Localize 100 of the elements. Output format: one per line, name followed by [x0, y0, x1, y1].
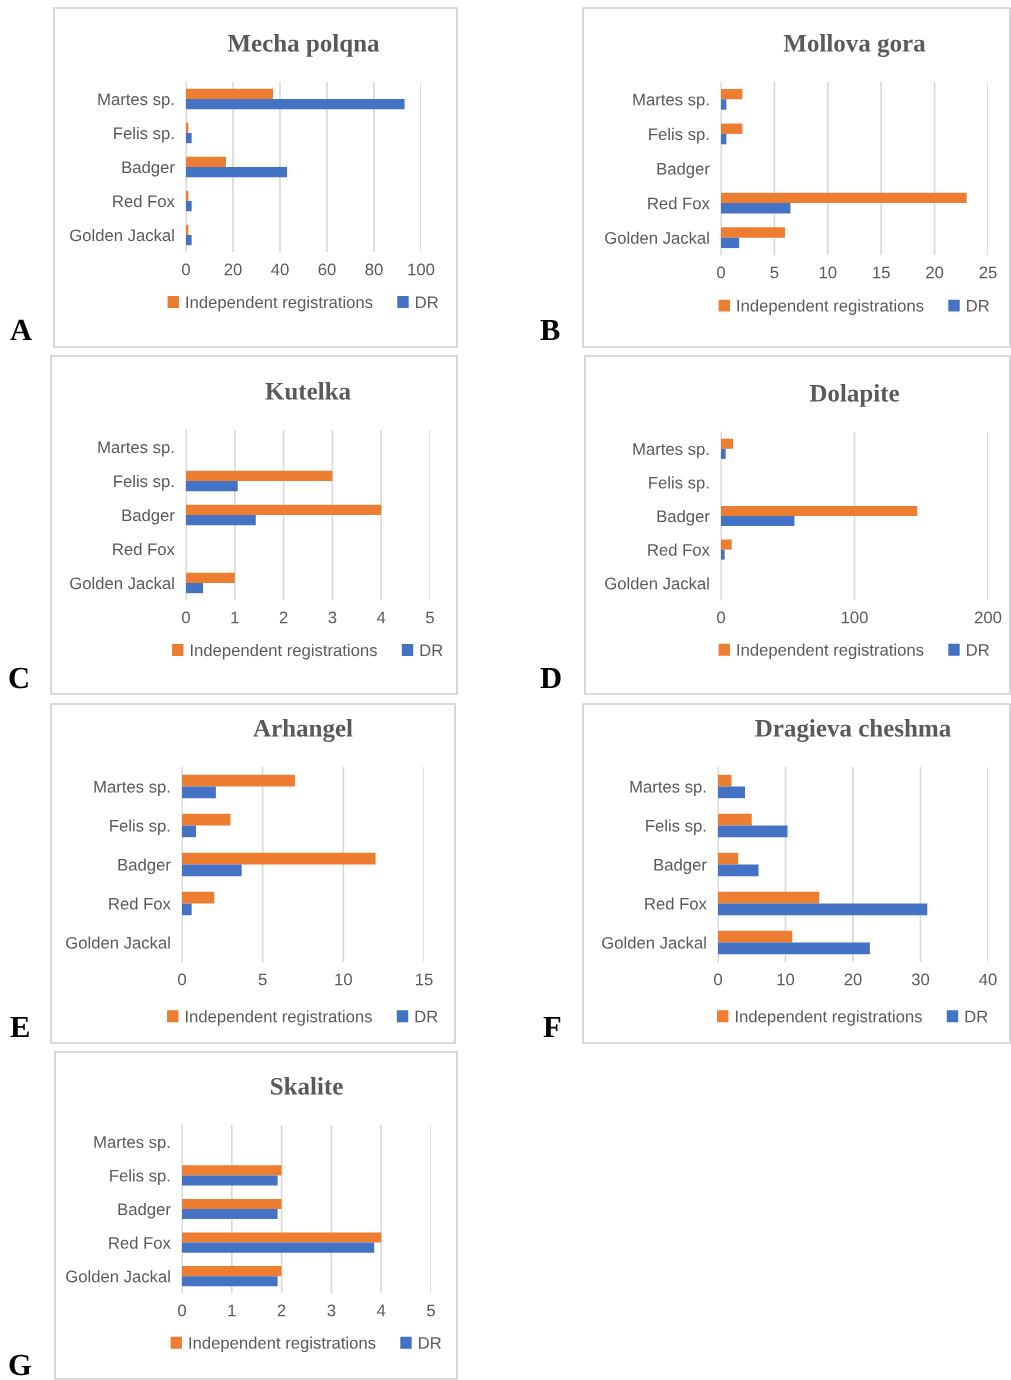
- bar: [718, 891, 820, 904]
- chart-title: Dragieva cheshma: [755, 719, 951, 742]
- bar: [182, 1175, 278, 1186]
- legend-label: Independent registrations: [189, 1336, 376, 1353]
- bar: [718, 942, 870, 955]
- chart-title: Skalite: [271, 1077, 343, 1095]
- chart-title: Dolapite: [809, 384, 899, 407]
- bar: [721, 133, 727, 145]
- legend-label: Independent registrations: [737, 299, 924, 315]
- y-tick-label: Golden Jackal: [602, 936, 706, 949]
- bar: [186, 201, 192, 212]
- x-tick-label: 1: [228, 1304, 236, 1317]
- y-tick-label: Red Fox: [113, 542, 175, 556]
- legend-label: Independent registrations: [186, 295, 373, 312]
- x-tick-label: 20: [224, 263, 242, 276]
- x-tick-label: 80: [365, 263, 383, 276]
- legend-label: DR: [967, 644, 989, 656]
- x-tick-label: 40: [979, 973, 997, 986]
- y-tick-label: Badger: [118, 858, 171, 874]
- legend-label: Independent registrations: [735, 1010, 922, 1026]
- y-tick-label: Felis sp.: [646, 819, 706, 835]
- chart-title: Kutelka: [265, 382, 351, 400]
- bar: [721, 88, 743, 100]
- bar: [718, 864, 759, 877]
- legend-label: DR: [420, 644, 443, 656]
- bar: [718, 825, 788, 838]
- y-tick-label: Badger: [654, 858, 707, 874]
- text: A: [10, 319, 32, 340]
- chart-title: Mollova gora: [783, 34, 926, 57]
- x-tick-label: 5: [258, 973, 267, 986]
- y-tick-label: Golden Jackal: [605, 231, 709, 244]
- bar: [182, 864, 242, 877]
- bar: [721, 505, 918, 516]
- bar: [718, 930, 793, 943]
- bar: [186, 515, 256, 526]
- y-tick-label: Felis sp.: [114, 474, 174, 491]
- bar: [721, 448, 726, 459]
- x-tick-label: 4: [376, 1304, 386, 1317]
- x-tick-label: 3: [328, 611, 337, 624]
- legend-label: DR: [967, 300, 989, 312]
- y-tick-label: Martes sp.: [94, 781, 170, 796]
- y-tick-label: Red Fox: [113, 194, 175, 208]
- x-tick-label: 10: [819, 266, 837, 279]
- x-tick-label: 5: [426, 611, 434, 624]
- x-tick-label: 5: [427, 1304, 435, 1317]
- x-tick-label: 200: [974, 611, 1002, 624]
- y-tick-label: Red Fox: [645, 897, 707, 910]
- bar: [721, 539, 732, 550]
- y-tick-label: Golden Jackal: [66, 936, 170, 949]
- bar: [721, 203, 791, 214]
- text: F: [543, 1016, 561, 1037]
- legend-label: Independent registrations: [737, 643, 924, 660]
- x-tick-label: 0: [178, 1304, 186, 1317]
- x-tick-label: 20: [844, 973, 862, 986]
- y-tick-label: Felis sp.: [110, 1169, 170, 1185]
- bar: [718, 786, 745, 799]
- bar: [182, 1198, 282, 1209]
- legend-label: Independent registrations: [190, 643, 377, 660]
- y-tick-label: Martes sp.: [98, 93, 174, 109]
- chart-title: Mecha polqna: [227, 34, 380, 57]
- legend-label: DR: [419, 1337, 441, 1349]
- bar: [182, 1232, 382, 1243]
- text: B: [540, 319, 560, 341]
- x-tick-label: 5: [770, 266, 779, 279]
- y-tick-label: Felis sp.: [110, 819, 170, 835]
- bar: [182, 774, 295, 787]
- text: D: [540, 667, 561, 689]
- x-tick-label: 0: [717, 266, 725, 279]
- bar: [718, 852, 739, 865]
- bar: [186, 156, 226, 167]
- x-tick-label: 0: [182, 263, 190, 276]
- x-tick-label: 0: [717, 611, 725, 624]
- x-tick-label: 25: [979, 266, 997, 279]
- x-tick-label: 100: [841, 611, 868, 624]
- x-tick-label: 10: [777, 973, 795, 986]
- bar: [186, 88, 273, 99]
- x-tick-label: 0: [178, 973, 186, 986]
- bar: [721, 438, 734, 449]
- y-tick-label: Red Fox: [109, 1236, 171, 1249]
- y-tick-label: Martes sp.: [94, 1136, 170, 1152]
- y-tick-label: Badger: [122, 508, 175, 525]
- x-tick-label: 40: [271, 263, 289, 276]
- legend-label: DR: [415, 1010, 438, 1023]
- y-tick-label: Red Fox: [648, 197, 710, 210]
- x-tick-label: 10: [335, 973, 352, 986]
- bar: [186, 235, 192, 246]
- bar: [721, 237, 740, 249]
- bar: [182, 825, 197, 838]
- x-tick-label: 2: [279, 611, 288, 624]
- bar: [186, 99, 405, 110]
- x-tick-label: 15: [873, 266, 890, 279]
- bar: [182, 1242, 375, 1253]
- bar: [186, 133, 192, 144]
- bar: [718, 813, 752, 826]
- bar: [186, 504, 382, 515]
- bar: [182, 813, 231, 826]
- bar: [186, 481, 238, 492]
- x-tick-label: 20: [926, 266, 944, 279]
- text: E: [10, 1016, 29, 1037]
- y-tick-label: Golden Jackal: [66, 1270, 170, 1283]
